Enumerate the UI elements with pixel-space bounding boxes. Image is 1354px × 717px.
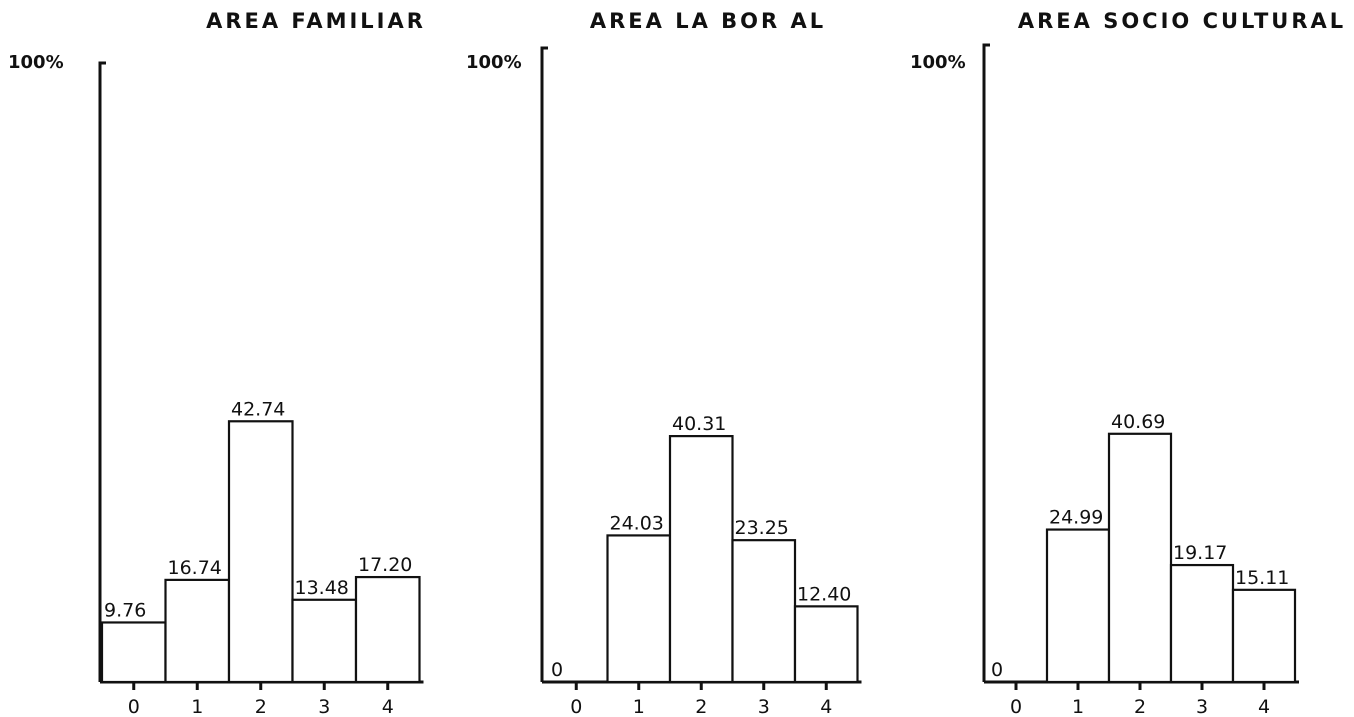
x-tick-label: 0 xyxy=(128,696,140,717)
bar xyxy=(793,605,859,684)
x-tick-label: 2 xyxy=(255,696,267,717)
bar xyxy=(1107,432,1173,684)
bar xyxy=(227,420,294,684)
data-label: 40.31 xyxy=(672,413,726,435)
x-tick-label: 2 xyxy=(1134,696,1146,717)
bar xyxy=(1231,588,1297,684)
bar xyxy=(291,598,358,684)
chart-panel-socio-cultural: AREA SOCIO CULTURAL 100% 00 24.99 1 40.69 2 19.… xyxy=(910,9,1346,717)
y-top-label: 100% xyxy=(910,52,966,73)
x-tick-label: 0 xyxy=(570,696,582,717)
x-tick-label: 1 xyxy=(1072,696,1084,717)
data-label: 19.17 xyxy=(1173,542,1227,564)
chart-title: AREA FAMILIAR xyxy=(206,9,426,33)
bar xyxy=(1045,528,1111,684)
y-axis xyxy=(98,61,106,682)
y-top-label: 100% xyxy=(466,52,522,73)
x-tick-label: 2 xyxy=(695,696,707,717)
chart-panel-laboral: AREA LA BOR AL 100% 00 24.03 1 40.31 2 23.25 3 12… xyxy=(466,9,862,717)
y-axis xyxy=(982,43,990,682)
data-label: 15.11 xyxy=(1235,567,1289,589)
data-label: 0 xyxy=(991,659,1003,681)
data-label: 24.99 xyxy=(1049,507,1103,529)
chart-title: AREA SOCIO CULTURAL xyxy=(1018,9,1346,33)
data-label: 24.03 xyxy=(610,512,664,534)
data-label: 23.25 xyxy=(735,517,789,539)
y-axis xyxy=(540,46,548,682)
x-tick-label: 1 xyxy=(633,696,645,717)
data-label: 42.74 xyxy=(231,398,285,420)
data-label: 0 xyxy=(551,659,563,681)
data-label: 16.74 xyxy=(168,557,222,579)
bar xyxy=(668,435,734,684)
data-label: 13.48 xyxy=(295,577,349,599)
data-label: 9.76 xyxy=(104,599,146,621)
x-tick-label: 3 xyxy=(1196,696,1208,717)
bar xyxy=(354,575,421,684)
bar xyxy=(164,578,231,684)
x-tick-label: 0 xyxy=(1010,696,1022,717)
bar xyxy=(100,621,167,684)
x-tick-label: 4 xyxy=(820,696,832,717)
bar xyxy=(731,539,797,684)
x-tick-label: 3 xyxy=(318,696,330,717)
x-tick-label: 1 xyxy=(191,696,203,717)
x-tick-label: 3 xyxy=(758,696,770,717)
data-label: 40.69 xyxy=(1111,411,1165,433)
y-top-label: 100% xyxy=(8,52,64,73)
chart-panel-familiar: AREA FAMILIAR 100% 9.76 0 16.74 1 42.74 2 13.48 3… xyxy=(8,9,426,717)
chart-title: AREA LA BOR AL xyxy=(590,9,826,33)
x-tick-label: 4 xyxy=(382,696,394,717)
bar xyxy=(606,534,672,684)
bar xyxy=(1169,563,1235,684)
x-tick-label: 4 xyxy=(1258,696,1270,717)
data-label: 17.20 xyxy=(358,554,412,576)
data-label: 12.40 xyxy=(797,583,851,605)
